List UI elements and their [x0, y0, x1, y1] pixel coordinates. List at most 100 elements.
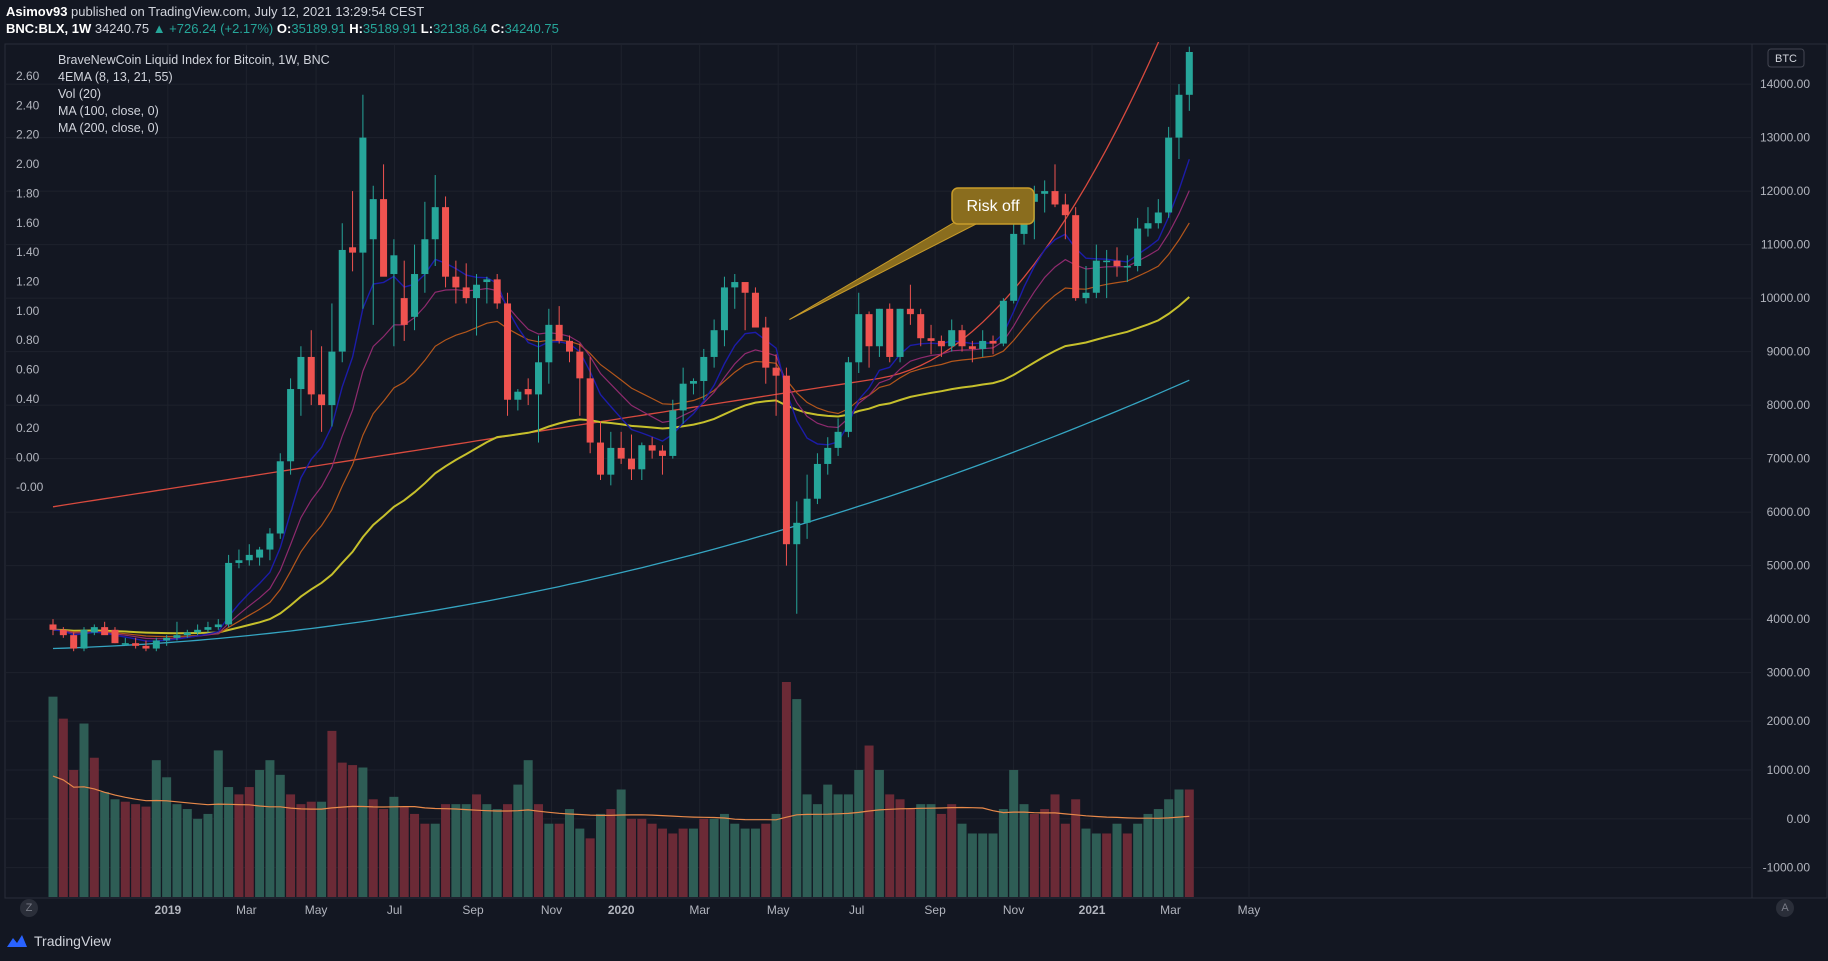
right-axis-tick: -1000.00	[1763, 861, 1811, 875]
publisher-name[interactable]: Asimov93	[6, 4, 68, 19]
volume-bar	[606, 809, 616, 897]
volume-bar	[523, 760, 533, 897]
log-scale-button[interactable]: Z	[20, 899, 38, 917]
candle-body	[70, 635, 78, 649]
footer: TradingView	[0, 924, 1828, 961]
open-value: 35189.91	[291, 21, 346, 36]
volume-bar	[616, 789, 626, 897]
volume-bar	[69, 769, 79, 897]
left-axis-tick: 2.20	[16, 128, 40, 142]
volume-bar	[213, 750, 223, 897]
volume-bar	[668, 833, 678, 897]
open-label: O:	[276, 21, 292, 36]
candle-body	[204, 627, 212, 630]
volume-bar	[916, 804, 926, 897]
candle-body	[173, 635, 181, 638]
tradingview-logo[interactable]: TradingView	[6, 933, 111, 949]
candle-body	[813, 463, 821, 499]
ma200-line	[52, 379, 1190, 650]
volume-bar	[1133, 823, 1143, 897]
candle-body	[493, 279, 501, 304]
left-axis-tick: 2.00	[16, 157, 40, 171]
right-axis-tick: 10000.00	[1760, 291, 1810, 305]
candle-body	[638, 445, 646, 470]
candle-body	[1144, 223, 1152, 229]
volume-bar	[172, 804, 182, 897]
volume-bar	[182, 809, 192, 897]
auto-scale-button[interactable]: A	[1776, 899, 1794, 917]
volume-bar	[781, 682, 791, 897]
left-axis-tick: 1.40	[16, 245, 40, 259]
volume-bar	[761, 823, 771, 897]
volume-bar	[265, 760, 275, 897]
volume-bar	[554, 823, 564, 897]
volume-bar	[967, 833, 977, 897]
candle-body	[896, 308, 904, 357]
candle-body	[917, 314, 925, 339]
left-axis-tick: 1.20	[16, 274, 40, 288]
candle-body	[1185, 52, 1193, 95]
volume-bar	[988, 833, 998, 897]
volume-bar	[936, 813, 946, 897]
volume-bar	[978, 833, 988, 897]
candle-body	[431, 207, 439, 240]
volume-bar	[503, 804, 513, 897]
candle-body	[875, 308, 883, 347]
candle-body	[80, 629, 88, 649]
candle-body	[473, 284, 481, 299]
volume-bar	[79, 723, 89, 897]
volume-bar	[812, 804, 822, 897]
candle-body	[121, 643, 129, 645]
candle-body	[886, 308, 894, 357]
volume-bar	[1029, 813, 1039, 897]
volume-bar	[678, 828, 688, 897]
legend-ma100[interactable]: MA (100, close, 0)	[58, 104, 159, 118]
candle-body	[163, 637, 171, 641]
volume-bar	[1050, 794, 1060, 897]
close-label: C:	[490, 21, 505, 36]
volume-bar	[482, 804, 492, 897]
volume-bar	[719, 813, 729, 897]
volume-bar	[823, 784, 833, 897]
candle-body	[1082, 292, 1090, 299]
time-axis-tick: 2020	[608, 903, 635, 917]
volume-bar	[647, 823, 657, 897]
candle-body	[214, 624, 222, 628]
annotation-text: Risk off	[966, 198, 1020, 215]
time-axis-tick: 2019	[155, 903, 182, 917]
volume-bar	[306, 801, 316, 897]
volume-bar	[740, 828, 750, 897]
left-axis-tick: 1.00	[16, 304, 40, 318]
volume-bar	[575, 828, 585, 897]
volume-bar	[244, 787, 254, 897]
right-axis-tick: 8000.00	[1767, 398, 1811, 412]
legend-ema[interactable]: 4EMA (8, 13, 21, 55)	[58, 70, 173, 84]
candle-body	[59, 629, 67, 636]
volume-bar	[544, 823, 554, 897]
candle-body	[142, 645, 150, 649]
legend-volume[interactable]: Vol (20)	[58, 87, 102, 101]
candle-body	[1041, 191, 1049, 194]
legend-ma200[interactable]: MA (200, close, 0)	[58, 121, 159, 135]
volume-bar	[1071, 799, 1081, 897]
candle-body	[731, 282, 739, 288]
volume-bar	[430, 823, 440, 897]
legend-title: BraveNewCoin Liquid Index for Bitcoin, 1…	[58, 53, 330, 67]
right-axis-tick: 2000.00	[1767, 714, 1811, 728]
candle-body	[380, 199, 388, 277]
candle-body	[793, 522, 801, 545]
candle-body	[369, 199, 377, 240]
publish-info: Asimov93 published on TradingView.com, J…	[6, 4, 424, 19]
volume-bar	[255, 769, 265, 897]
volume-bar	[58, 718, 68, 897]
price-chart[interactable]: 14000.00 13000.00 12000.00 11000.00 10000.00…	[0, 42, 1828, 924]
candle-body	[111, 629, 119, 644]
candle-body	[855, 314, 863, 363]
volume-bar	[1153, 809, 1163, 897]
volume-bar	[327, 730, 337, 897]
volume-bar	[296, 804, 306, 897]
left-axis-tick: 0.00	[16, 451, 40, 465]
volume-bar	[1174, 789, 1184, 897]
right-axis-tick: 5000.00	[1767, 559, 1811, 573]
tradingview-logo-icon	[7, 935, 27, 947]
